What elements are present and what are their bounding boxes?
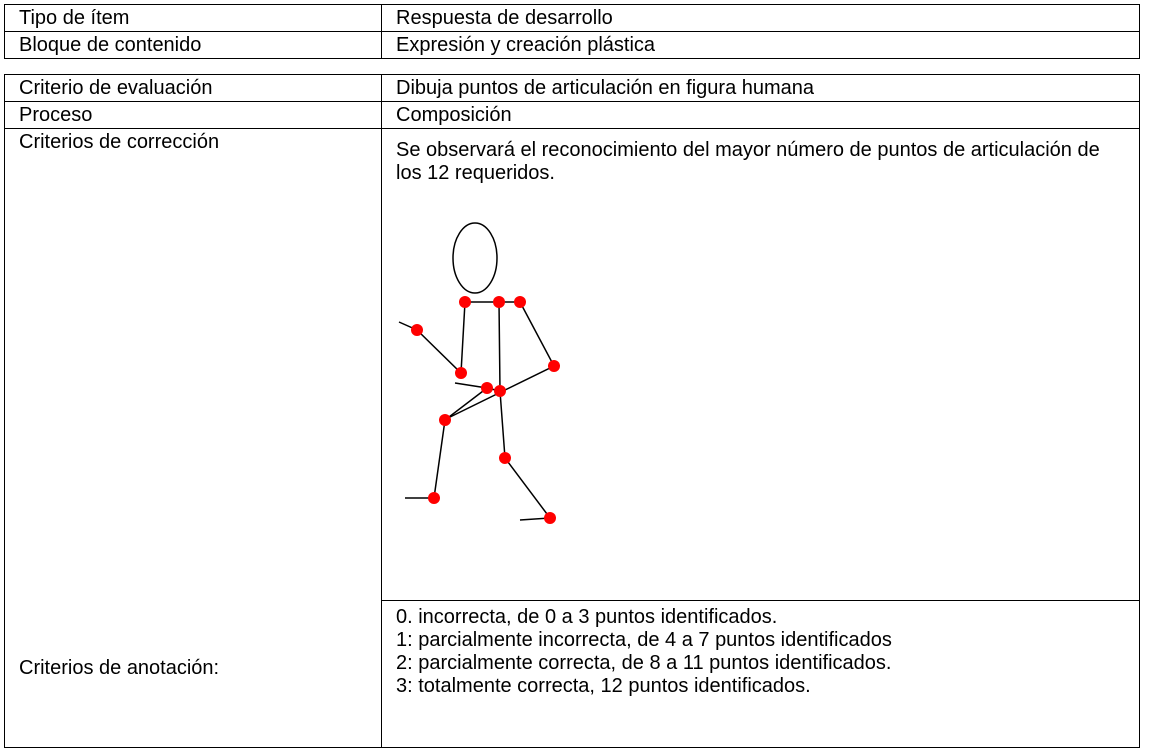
annotation-item: 0. incorrecta, de 0 a 3 puntos identific… — [396, 606, 778, 628]
annotation-item: 1: parcialmente incorrecta, de 4 a 7 pun… — [396, 629, 892, 651]
annotation-item: 2: parcialmente correcta, de 8 a 11 punt… — [396, 652, 892, 674]
value-cell: Expresión y creación plástica — [381, 31, 1140, 59]
label-text: Criterios de anotación: — [19, 657, 220, 679]
label-text: Criterios de corrección — [19, 131, 220, 153]
annotation-item: 3: totalmente correcta, 12 puntos identi… — [396, 675, 811, 697]
annotation-cell: 0. incorrecta, de 0 a 3 puntos identific… — [381, 600, 1140, 748]
